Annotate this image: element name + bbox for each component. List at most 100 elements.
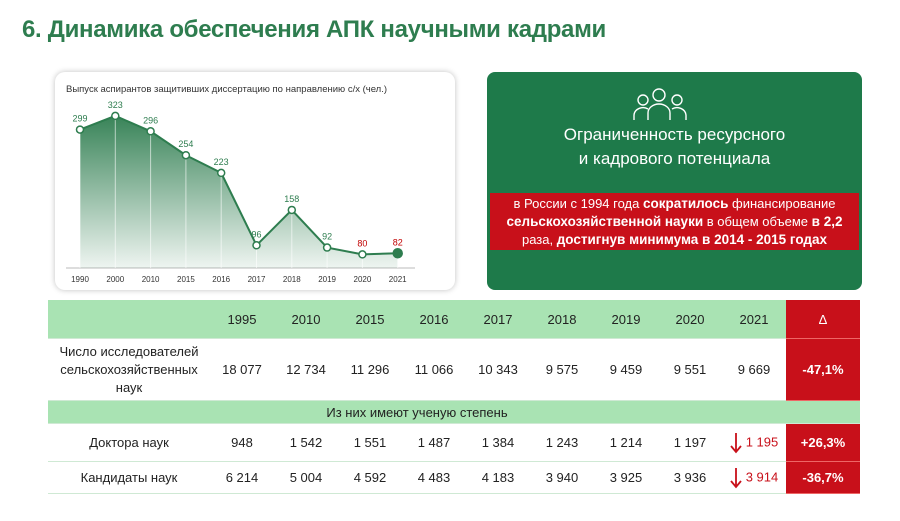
- panel-note: в России с 1994 года сократилось финанси…: [490, 193, 859, 250]
- line: [79, 114, 398, 256]
- header-cell: 2010: [274, 300, 338, 339]
- point: [75, 125, 85, 134]
- table-value: 1 195: [745, 433, 779, 449]
- x-tick-label: 2010: [142, 275, 160, 284]
- x-tick-label: 2017: [248, 275, 266, 284]
- row-label: Доктора наук: [48, 423, 210, 462]
- table-cell: 1 195: [722, 423, 786, 462]
- table-cell: 6 214: [210, 461, 274, 494]
- point: [111, 111, 120, 121]
- value-label: 254: [178, 139, 193, 149]
- value-label: 223: [214, 157, 229, 167]
- chart: Выпуск аспирантов защитивших диссертацию…: [66, 84, 415, 284]
- point: [358, 250, 367, 259]
- header-cell: Δ: [786, 300, 860, 339]
- x-tick-label: 2019: [318, 275, 336, 284]
- x-tick-label: 2016: [212, 275, 230, 284]
- panel-heading: и кадрового потенциала: [578, 149, 771, 168]
- point: [181, 150, 191, 160]
- table-row: Кандидаты наук 6 214 5 004 4 592 4 483 4 183 3…: [48, 461, 860, 494]
- table-cell: 11 296: [338, 338, 402, 401]
- point: [287, 205, 297, 215]
- table-cell: 1 384: [466, 423, 530, 462]
- x-tick-label: 2020: [354, 275, 372, 284]
- header-cell: 1995: [210, 300, 274, 339]
- note-text: сократилось: [642, 196, 729, 211]
- people-icon: [633, 88, 687, 120]
- table-cell: 4 183: [466, 461, 530, 494]
- table-row: Доктора наук 948 1 542 1 551 1 487 1 384 1 243…: [48, 423, 860, 462]
- table-cell: 11 066: [402, 338, 466, 401]
- down-arrow: [730, 432, 746, 453]
- table-row: Число исследователей сельскохозяйственны…: [48, 338, 860, 401]
- value-label: 299: [72, 114, 87, 124]
- note-text: сельскохозяйственной науки: [506, 214, 704, 229]
- data-table: 1995 2010 2015 2016 2017 2018 2019 2020 2021 Δ Чис…: [48, 300, 860, 494]
- table-cell: 4 483: [402, 461, 466, 494]
- delta-cell: [786, 400, 860, 424]
- table-cell: 3 936: [658, 461, 722, 494]
- note-text: раза,: [521, 232, 557, 247]
- table-cell: 5 004: [274, 461, 338, 494]
- table-cell: 10 343: [466, 338, 530, 401]
- value-label: 323: [108, 100, 123, 110]
- value-label: 80: [357, 238, 367, 248]
- table-cell: 3 914: [722, 461, 786, 494]
- table-cell: 1 551: [338, 423, 402, 462]
- info-panel: Ограниченность ресурсного и кадрового по…: [487, 72, 862, 290]
- table-cell: 3 925: [594, 461, 658, 494]
- row-label: Кандидаты наук: [48, 461, 210, 494]
- point: [252, 241, 261, 250]
- table-cell: 18 077: [210, 338, 274, 401]
- header-row: 1995 2010 2015 2016 2017 2018 2019 2020 2021 Δ: [48, 300, 860, 339]
- header-cell: 2015: [338, 300, 402, 339]
- down-arrow: [730, 467, 746, 488]
- point: [146, 127, 155, 136]
- header-cell: [48, 300, 210, 339]
- note-text: достигнув минимума в 2014 - 2015 годах: [556, 232, 828, 247]
- chart-title: Выпуск аспирантов защитивших диссертацию…: [66, 84, 387, 95]
- value-label: 158: [284, 194, 299, 204]
- header-cell: 2021: [722, 300, 786, 339]
- table-cell: 1 487: [402, 423, 466, 462]
- delta-cell: -36,7%: [786, 461, 860, 494]
- x-tick-label: 2021: [389, 275, 407, 284]
- table-cell: 9 551: [658, 338, 722, 401]
- x-tick-label: 1990: [71, 275, 89, 284]
- point: [216, 168, 226, 178]
- point: [392, 248, 403, 259]
- table-cell: 1 243: [530, 423, 594, 462]
- table-cell: 9 459: [594, 338, 658, 401]
- x-tick-label: 2015: [177, 275, 195, 284]
- delta-cell: +26,3%: [786, 423, 860, 462]
- header-cell: 2019: [594, 300, 658, 339]
- x-tick-label: 2000: [106, 275, 124, 284]
- table-cell: 1 197: [658, 423, 722, 462]
- note-text: финансирование: [728, 196, 836, 211]
- table-cell: 4 592: [338, 461, 402, 494]
- header-cell: 2020: [658, 300, 722, 339]
- table-cell: 9 575: [530, 338, 594, 401]
- delta-cell: -47,1%: [786, 338, 860, 401]
- table-value: 3 914: [745, 468, 779, 484]
- slide-title: 6. Динамика обеспечения АПК научными кад…: [22, 16, 607, 43]
- note-text: в общем объеме: [703, 214, 812, 229]
- point: [322, 243, 332, 252]
- value-label: 82: [393, 237, 403, 247]
- x-tick-label: 2018: [283, 275, 301, 284]
- note-text: в России с 1994 года: [513, 196, 643, 211]
- table-cell: 12 734: [274, 338, 338, 401]
- value-label: 92: [322, 232, 332, 242]
- table-cell: 9 669: [722, 338, 786, 401]
- row-label: Число исследователей сельскохозяйственны…: [48, 338, 210, 401]
- value-label: 96: [251, 229, 261, 239]
- note-text: в 2,2: [811, 214, 843, 229]
- value-label: 296: [143, 115, 158, 125]
- panel-heading: Ограниченность ресурсного: [563, 125, 786, 144]
- header-cell: 2016: [402, 300, 466, 339]
- table-cell: 1 542: [274, 423, 338, 462]
- subheader-row: Из них имеют ученую степень: [48, 400, 860, 424]
- header-cell: 2018: [530, 300, 594, 339]
- table-cell: 3 940: [530, 461, 594, 494]
